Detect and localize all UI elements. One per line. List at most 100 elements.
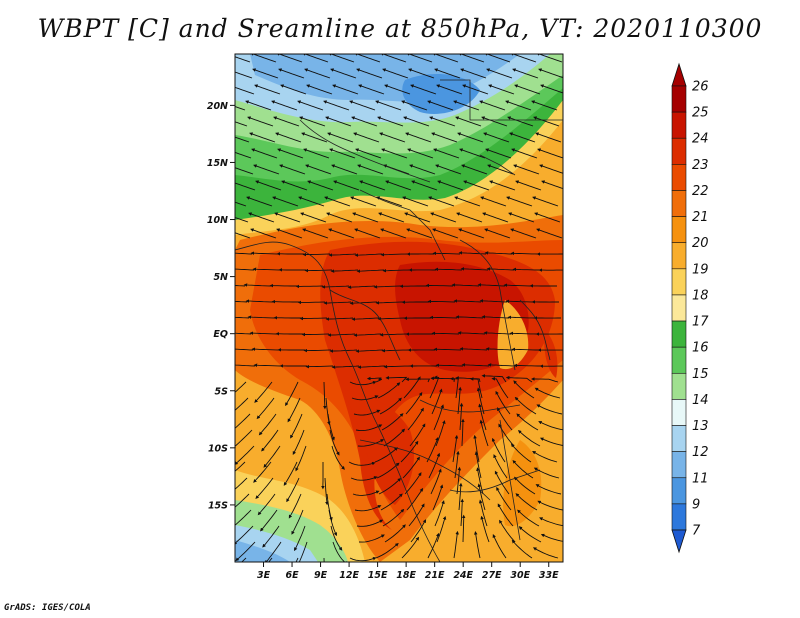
colorbar-segment: [671, 85, 687, 113]
streamline: [354, 253, 383, 257]
streamline: [330, 525, 343, 551]
streamline: [323, 301, 352, 305]
streamline: [432, 54, 459, 63]
colorbar-segment: [671, 503, 687, 531]
streamline: [303, 148, 330, 159]
streamline: [271, 100, 298, 111]
streamline: [376, 196, 403, 207]
streamline: [323, 381, 327, 410]
streamline: [511, 148, 538, 159]
streamline: [513, 363, 541, 368]
streamline: [477, 283, 506, 287]
streamline: [431, 331, 460, 336]
lon-tick-label: 27E: [482, 570, 502, 581]
streamline: [463, 180, 490, 191]
streamline: [430, 468, 442, 495]
streamline: [427, 532, 440, 559]
streamline: [516, 413, 539, 431]
streamline: [409, 423, 426, 447]
streamline: [283, 461, 298, 486]
streamline: [301, 132, 328, 143]
streamline: [330, 269, 359, 273]
streamline: [331, 365, 360, 369]
streamline: [505, 100, 532, 111]
colorbar-segment: [671, 425, 687, 452]
streamline: [401, 100, 428, 111]
streamline: [433, 148, 460, 159]
streamline: [353, 333, 382, 337]
colorbar-segment: [671, 372, 687, 400]
colorbar-label: 13: [692, 419, 709, 434]
streamline: [250, 228, 277, 239]
wbpt-field: [235, 54, 563, 562]
streamline: [324, 196, 351, 207]
streamline: [349, 100, 376, 111]
streamline: [359, 180, 386, 191]
streamline: [479, 100, 506, 111]
streamline: [514, 84, 541, 95]
streamline: [539, 437, 563, 446]
streamline: [406, 487, 424, 511]
streamline: [291, 509, 304, 535]
streamline: [517, 429, 541, 447]
streamlines: [235, 54, 563, 562]
streamline: [235, 232, 251, 239]
streamline: [539, 164, 563, 174]
streamline: [253, 363, 282, 368]
streamline: [235, 332, 252, 335]
colorbar-segment: [671, 111, 687, 139]
streamline: [250, 54, 277, 63]
streamline: [273, 116, 300, 127]
streamline: [328, 54, 355, 63]
streamline: [492, 534, 507, 559]
streamline: [430, 212, 457, 223]
streamline: [535, 132, 562, 143]
streamline: [377, 116, 404, 127]
streamline: [253, 164, 280, 175]
streamline: [276, 54, 303, 63]
streamline: [357, 365, 386, 369]
streamline: [279, 164, 306, 175]
streamline: [241, 557, 247, 562]
colorbar-label: 16: [692, 341, 709, 356]
streamline: [327, 132, 354, 143]
streamline: [459, 148, 486, 159]
streamline: [254, 381, 273, 403]
streamline: [235, 151, 252, 159]
streamline: [383, 428, 406, 447]
streamline: [496, 486, 512, 511]
streamline: [403, 376, 421, 399]
streamline: [358, 534, 385, 543]
streamline: [512, 459, 534, 479]
streamline: [235, 461, 246, 472]
streamline: [485, 148, 512, 159]
streamline: [354, 505, 382, 512]
streamline: [379, 332, 408, 337]
streamline: [510, 54, 537, 63]
streamline: [329, 349, 358, 353]
colorbar-label: 14: [692, 393, 709, 408]
streamline: [332, 541, 348, 562]
streamline: [381, 348, 410, 353]
streamline: [478, 403, 487, 431]
streamline: [374, 447, 398, 463]
streamline: [436, 515, 447, 543]
streamline: [407, 407, 424, 431]
streamline: [403, 116, 430, 127]
streamline: [355, 349, 384, 353]
streamline: [235, 268, 255, 271]
streamline: [457, 132, 484, 143]
streamline: [251, 148, 278, 159]
streamline: [235, 509, 252, 526]
streamline: [375, 542, 399, 559]
streamline: [329, 148, 356, 159]
streamline: [249, 331, 278, 335]
streamline: [353, 132, 380, 143]
streamline: [461, 418, 465, 447]
streamline: [513, 164, 540, 175]
streamline: [512, 267, 540, 272]
lat-tick-label: 10N: [207, 215, 228, 226]
streamline: [355, 424, 383, 432]
streamline: [461, 164, 488, 175]
streamline: [513, 380, 535, 399]
